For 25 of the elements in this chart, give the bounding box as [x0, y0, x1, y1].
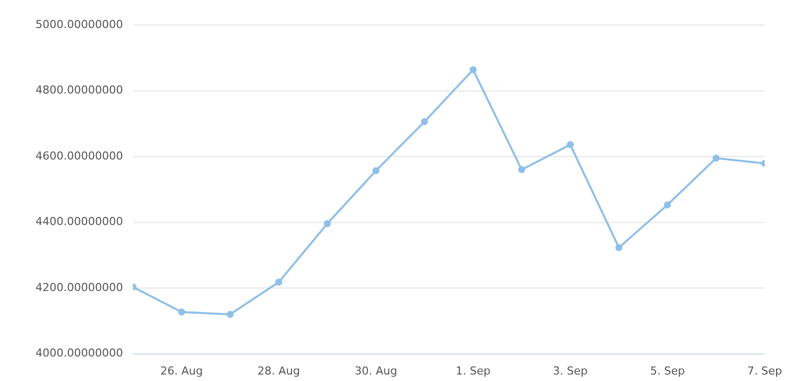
- point: [226, 310, 234, 318]
- point: [421, 118, 428, 126]
- y-tick-label: 4000.00000000: [36, 346, 123, 360]
- x-tick-label: 3. Sep: [552, 364, 588, 378]
- point: [470, 66, 477, 74]
- x-tick-label: 30. Aug: [354, 364, 398, 378]
- x-tick-label: 7. Sep: [747, 364, 782, 378]
- point: [615, 244, 622, 252]
- point: [664, 201, 671, 208]
- point: [518, 166, 526, 174]
- x-tick-label: 26. Aug: [160, 364, 203, 378]
- y-tick-label: 4200.00000000: [36, 280, 123, 294]
- y-tick-label: 4800.00000000: [36, 84, 123, 97]
- point: [275, 278, 282, 286]
- x-tick-label: 5. Sep: [650, 364, 685, 378]
- point: [712, 154, 720, 162]
- point: [566, 141, 574, 148]
- point: [324, 220, 331, 228]
- x-tick-label: 1. Sep: [456, 364, 490, 378]
- y-tick-label: 5000.00000000: [36, 18, 123, 31]
- x-tick-label: 28. Aug: [258, 364, 300, 378]
- y-tick-label: 4600.00000000: [36, 149, 123, 162]
- point: [372, 167, 380, 174]
- y-tick-label: 4400.00000000: [36, 215, 123, 228]
- point: [178, 308, 186, 316]
